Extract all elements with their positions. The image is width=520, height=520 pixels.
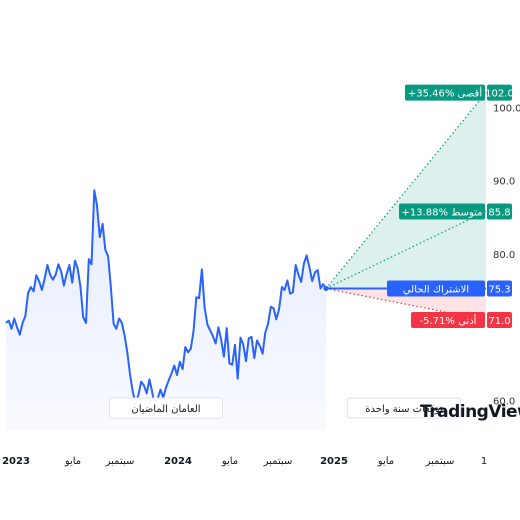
y-tick-label: 80.0 <box>493 250 515 261</box>
forecast-low-value: 71.0 <box>488 316 510 327</box>
forecast-period-box <box>346 397 462 419</box>
forecast-low-label: -5.71% أدنى <box>420 314 477 327</box>
x-tick-label: 2025 <box>320 456 348 467</box>
forecast-high-value-bg <box>487 84 512 101</box>
logo-text: TradingView <box>420 402 520 422</box>
y-tick-label: 90.0 <box>493 177 515 188</box>
x-tick-label: 1 <box>481 456 487 467</box>
current-price-value: 75.3 <box>488 284 510 295</box>
x-tick-label: مايو <box>377 456 394 467</box>
tradingview-logo: TradingView <box>420 402 520 422</box>
forecast-period-label: توقعات سنة واحدة <box>365 404 443 415</box>
forecast-high-value: 102.0 <box>485 89 514 100</box>
forecast-average-label-bg <box>399 203 485 220</box>
forecast-low-label-bg <box>411 312 485 328</box>
x-tick-label: 2024 <box>164 456 192 467</box>
forecast-upside-band <box>326 92 486 289</box>
y-tick-label: 60.0 <box>493 397 515 408</box>
past-period-box <box>108 397 224 419</box>
history-area <box>6 190 326 430</box>
forecast-high-label-bg <box>405 84 485 101</box>
forecast-average-label: +13.88% متوسط <box>401 207 482 218</box>
x-tick-label: سبتمبر <box>263 456 293 467</box>
x-tick-label: سبتمبر <box>425 456 455 467</box>
current-price-value-bg <box>487 280 512 297</box>
history-line <box>5 189 327 410</box>
forecast-average-value-bg <box>487 203 512 220</box>
x-tick-label: مايو <box>221 456 238 467</box>
forecast-high-label: +35.46% أقصى <box>408 87 482 100</box>
y-tick-label: 100.0 <box>493 103 520 114</box>
forecast-low-value-bg <box>487 312 512 328</box>
x-tick-label: 2023 <box>2 456 30 467</box>
x-tick-label: مايو <box>64 456 81 467</box>
forecast-average-line <box>325 210 487 290</box>
current-price-dot <box>323 285 329 291</box>
x-tick-label: سبتمبر <box>105 456 135 467</box>
past-period-label: العامان الماضيان <box>131 404 200 415</box>
forecast-average-value: 85.8 <box>488 207 510 218</box>
current-price-label: الاشتراك الحالي <box>403 284 469 295</box>
current-price-label-bg <box>387 280 485 297</box>
